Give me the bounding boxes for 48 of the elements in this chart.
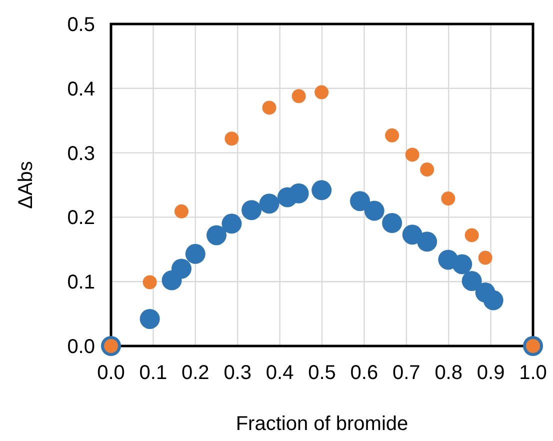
point	[462, 270, 482, 291]
x-tick-label: 0.7	[392, 362, 420, 384]
point	[288, 183, 309, 204]
point	[452, 254, 472, 274]
point	[364, 200, 384, 221]
x-tick-label: 0.0	[97, 362, 125, 384]
point	[483, 290, 504, 310]
point	[405, 148, 420, 162]
point	[259, 194, 280, 214]
x-axis-title: Fraction of bromide	[236, 413, 408, 435]
y-tick-label: 0.4	[67, 78, 95, 100]
y-tick-label: 0.3	[67, 142, 95, 165]
point	[140, 308, 160, 329]
point	[441, 192, 456, 206]
x-tick-label: 0.3	[224, 362, 252, 384]
point	[385, 128, 400, 142]
y-tick-label: 0.2	[67, 207, 95, 230]
point	[292, 89, 306, 104]
point	[402, 224, 422, 245]
point	[224, 132, 239, 146]
y-tick-label: 0.5	[67, 14, 95, 36]
x-tick-label: 0.9	[476, 362, 505, 384]
x-tick-label: 0.2	[181, 362, 210, 384]
point	[206, 225, 226, 246]
point	[478, 250, 492, 265]
point	[314, 85, 329, 100]
y-axis-title: ΔAbs	[15, 161, 37, 209]
point	[417, 232, 438, 252]
point	[222, 214, 242, 234]
y-tick-label: 0.1	[67, 272, 95, 294]
x-tick-label: 0.6	[350, 362, 378, 384]
x-tick-label: 0.4	[266, 362, 294, 384]
x-tick-label: 1.0	[519, 362, 547, 384]
point	[174, 204, 188, 218]
point	[464, 228, 479, 242]
point	[142, 275, 157, 290]
point	[171, 258, 192, 279]
point	[312, 180, 332, 200]
point	[382, 212, 402, 233]
x-tick-label: 0.1	[139, 362, 168, 384]
point	[185, 244, 206, 264]
point	[350, 191, 370, 212]
point	[242, 200, 262, 220]
y-tick-label: 0.0	[67, 336, 95, 358]
x-tick-label: 0.5	[308, 362, 336, 384]
point	[262, 100, 276, 115]
x-tick-label: 0.8	[434, 362, 463, 384]
point	[420, 162, 434, 177]
